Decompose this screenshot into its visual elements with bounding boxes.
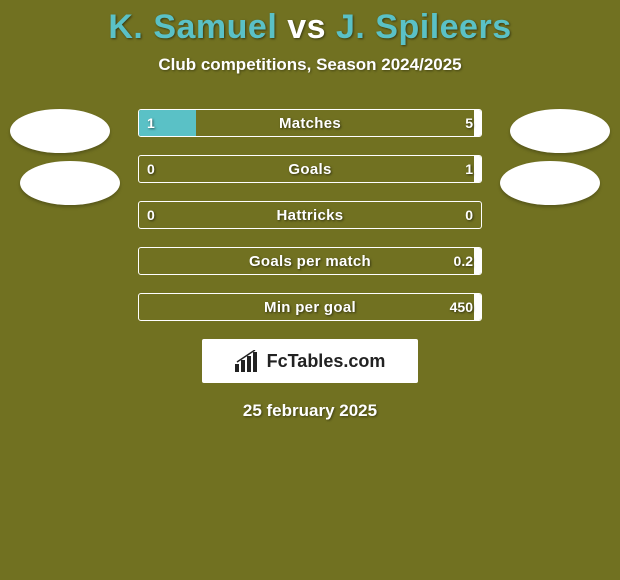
stat-bar: Hattricks0 0 bbox=[138, 201, 482, 229]
stat-bar-label: Goals per match bbox=[139, 248, 481, 274]
stat-bar-label: Min per goal bbox=[139, 294, 481, 320]
stat-bar: Matches1 5 bbox=[138, 109, 482, 137]
stat-bar-right-value: 5 bbox=[465, 110, 473, 136]
credit-text: FcTables.com bbox=[267, 351, 386, 372]
stat-bar-right-value: 1 bbox=[465, 156, 473, 182]
player2-name: J. Spileers bbox=[336, 8, 512, 46]
player1-name: K. Samuel bbox=[108, 8, 277, 46]
stat-bar-right-value: 450 bbox=[450, 294, 473, 320]
stat-bar: Min per goal450 bbox=[138, 293, 482, 321]
credit-badge: FcTables.com bbox=[202, 339, 418, 383]
player1-avatar-placeholder-1 bbox=[10, 109, 110, 153]
player2-avatar-placeholder-2 bbox=[500, 161, 600, 205]
stat-bar: Goals0 1 bbox=[138, 155, 482, 183]
player2-avatar-placeholder-1 bbox=[510, 109, 610, 153]
stat-bar-left-value: 0 bbox=[147, 202, 155, 228]
comparison-title: K. Samuel vs J. Spileers bbox=[0, 0, 620, 47]
stat-bar-right-value: 0 bbox=[465, 202, 473, 228]
player1-avatar-placeholder-2 bbox=[20, 161, 120, 205]
date-text: 25 february 2025 bbox=[0, 401, 620, 421]
subtitle: Club competitions, Season 2024/2025 bbox=[0, 55, 620, 75]
stat-bar-label: Goals bbox=[139, 156, 481, 182]
stat-bar-left-value: 0 bbox=[147, 156, 155, 182]
main-area: Matches15Goals01Hattricks00Goals per mat… bbox=[0, 109, 620, 321]
stat-bars: Matches15Goals01Hattricks00Goals per mat… bbox=[138, 109, 482, 321]
stat-bar-label: Hattricks bbox=[139, 202, 481, 228]
chart-icon bbox=[235, 350, 261, 372]
stat-bar: Goals per match0.2 bbox=[138, 247, 482, 275]
vs-text: vs bbox=[287, 8, 326, 46]
stat-bar-right-value: 0.2 bbox=[454, 248, 473, 274]
stat-bar-label: Matches bbox=[139, 110, 481, 136]
stat-bar-left-value: 1 bbox=[147, 110, 155, 136]
